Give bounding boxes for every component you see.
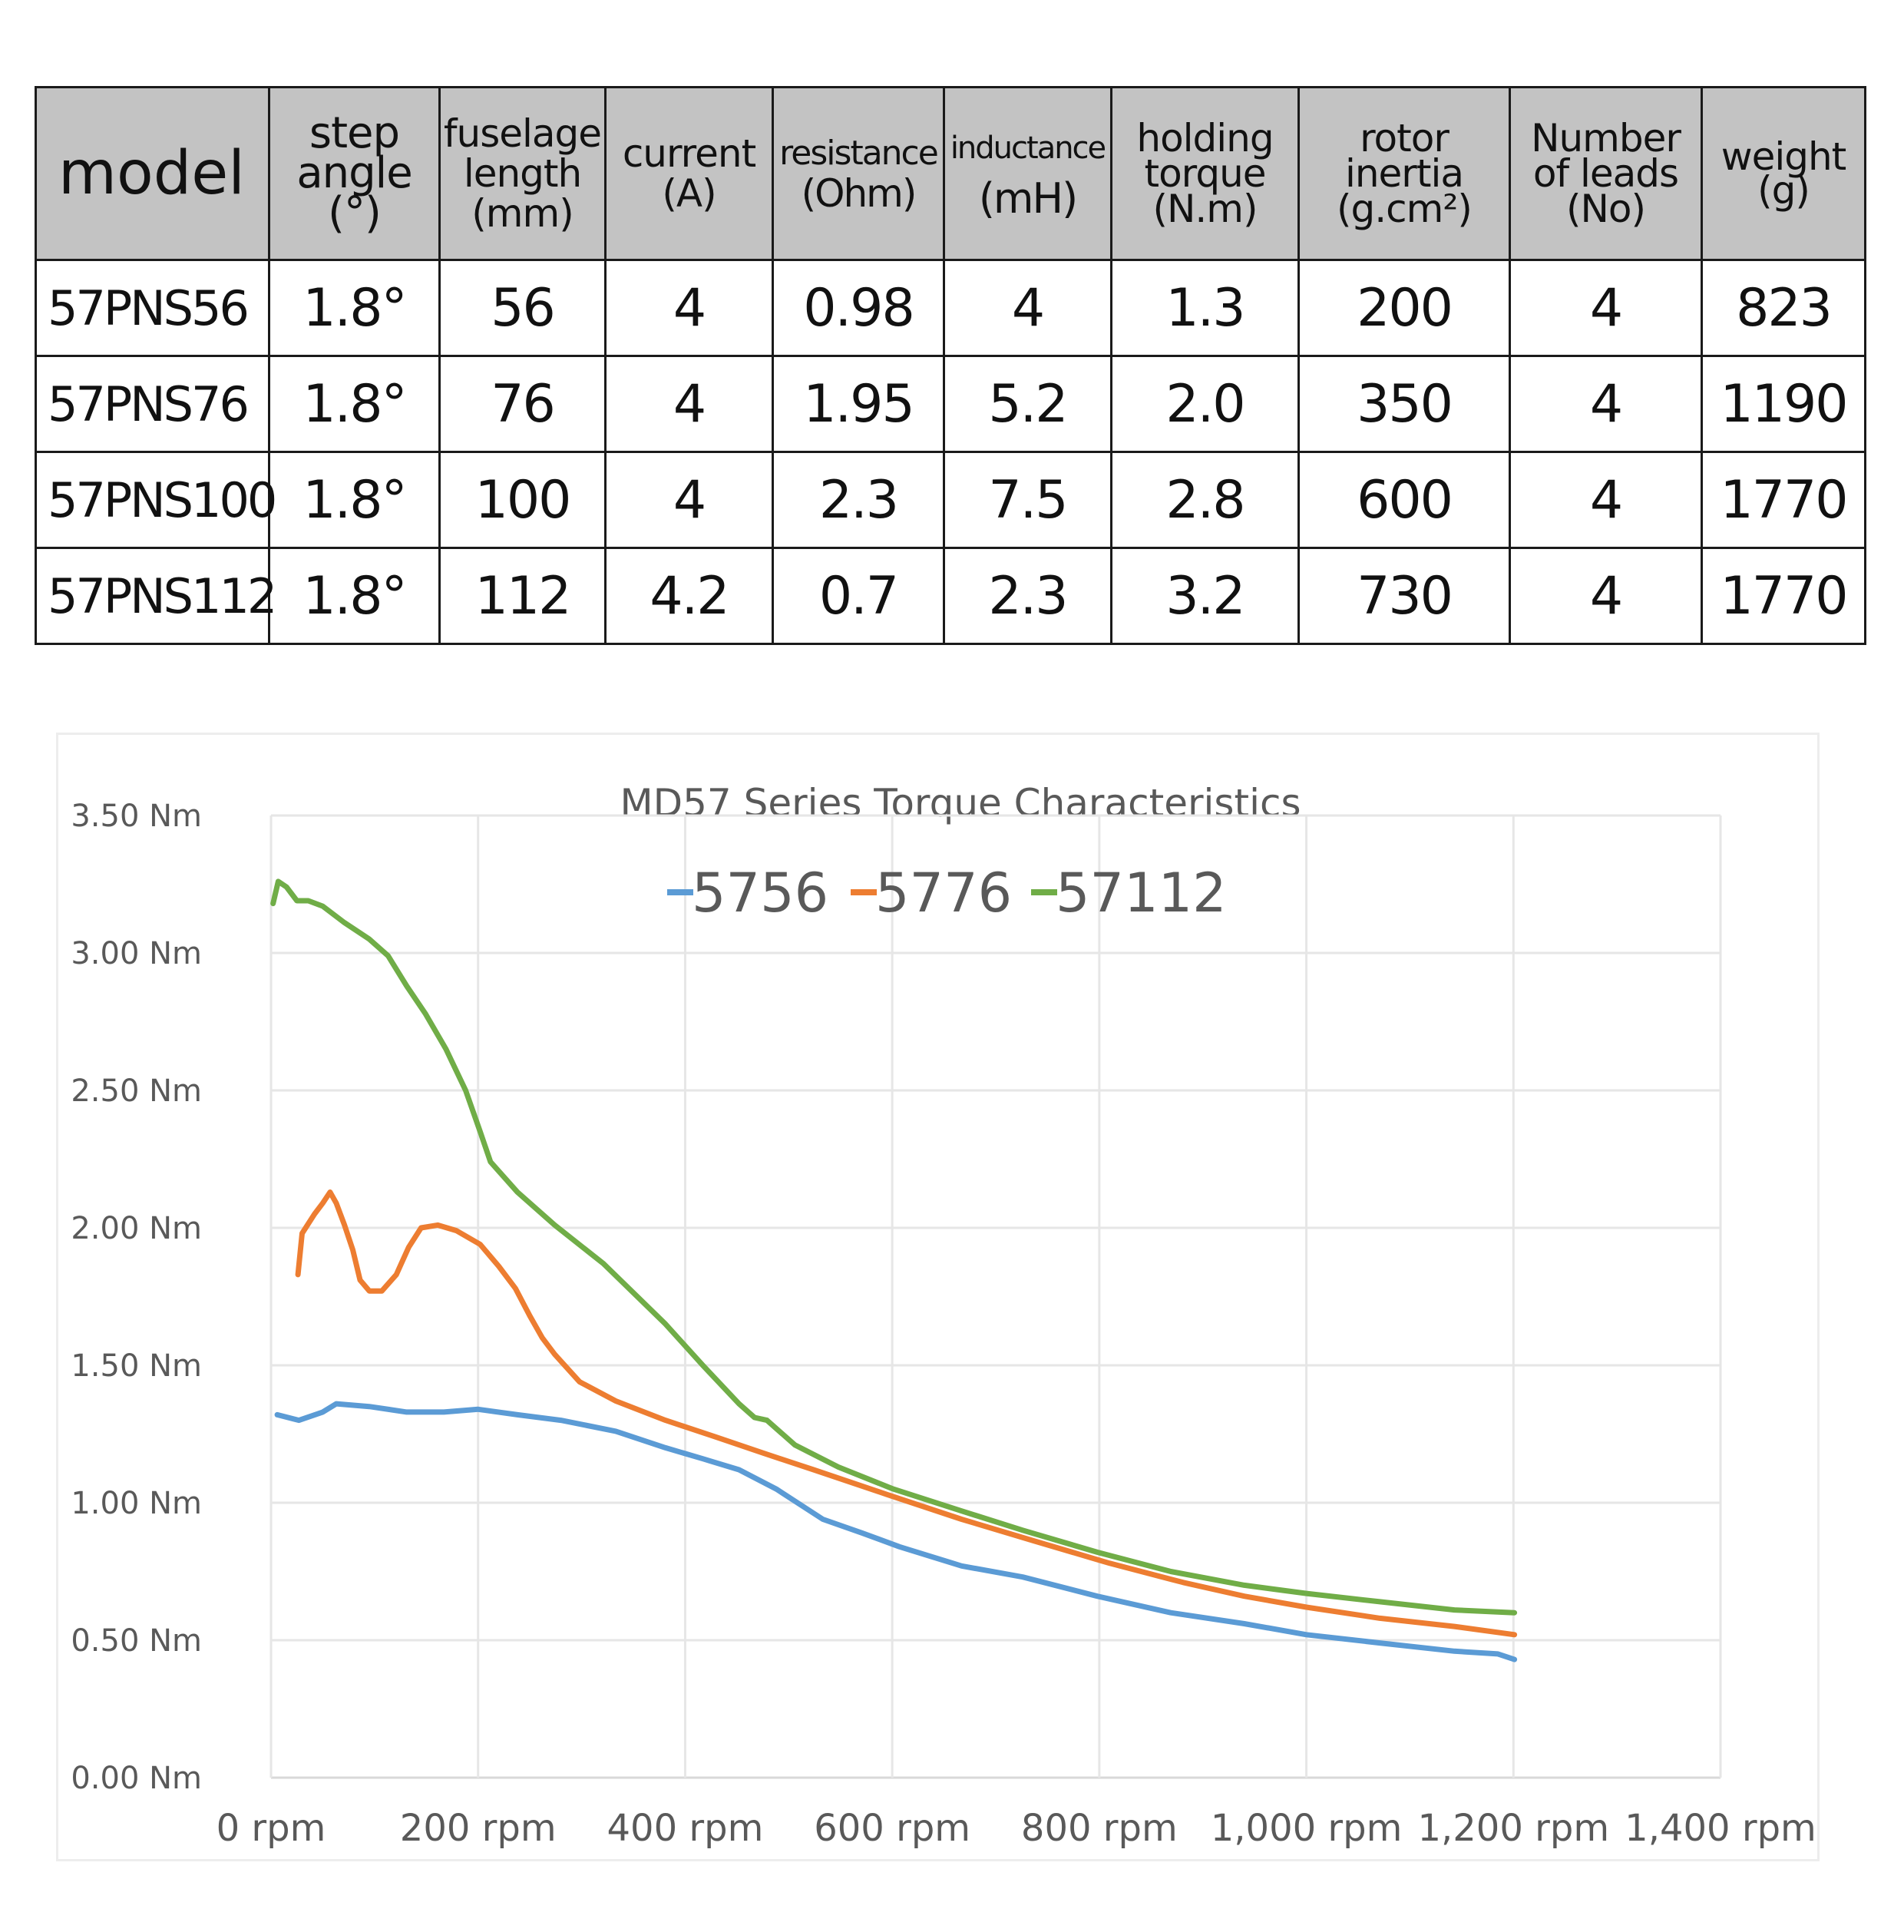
cell-resistance: 2.3 — [772, 451, 945, 549]
cell-weight: 1770 — [1701, 451, 1866, 549]
torque-chart: MD57 Series Torque Characteristics 0.00 … — [56, 733, 1820, 1861]
y-tick-label: 0.00 Nm — [71, 1761, 202, 1796]
cell-weight: 823 — [1701, 259, 1866, 357]
cell-fuselage-length: 56 — [438, 259, 607, 357]
cell-fuselage-length: 100 — [438, 451, 607, 549]
cell-current: 4.2 — [604, 547, 774, 645]
cell-model: 57PNS76 — [35, 355, 270, 453]
legend-label: 5776 — [875, 862, 1012, 925]
series-line-5776 — [295, 1189, 1518, 1638]
legend: 5756 5776 57112 — [667, 862, 1227, 925]
x-axis-ticks: 0 rpm 200 rpm 400 rpm 600 rpm 800 rpm 1,000 r… — [217, 1807, 1816, 1850]
x-tick-label: 800 rpm — [1021, 1807, 1178, 1850]
cell-number-of-leads: 4 — [1509, 547, 1703, 645]
cell-number-of-leads: 4 — [1509, 355, 1703, 453]
spec-table-body: 57PNS56 1.8° 56 4 0.98 4 1.3 200 4 823 57PNS76 1.8°… — [35, 259, 1866, 645]
spec-table: model step angle (°) fuselage length (mm… — [35, 86, 1866, 645]
x-tick-label: 1,400 rpm — [1625, 1807, 1816, 1850]
table-row: 57PNS76 1.8° 76 4 1.95 5.2 2.0 350 4 1190 — [35, 355, 1866, 453]
header-number-of-leads: Number of leads (No) — [1509, 86, 1703, 261]
y-tick-label: 1.50 Nm — [71, 1348, 202, 1384]
cell-model: 57PNS112 — [35, 547, 277, 645]
cell-inductance: 2.3 — [943, 547, 1112, 645]
header-weight: weight (g) — [1701, 86, 1866, 261]
table-row: 57PNS100 1.8° 100 4 2.3 7.5 2.8 600 4 1770 — [35, 451, 1866, 549]
cell-rotor-inertia: 350 — [1297, 355, 1511, 453]
table-row: 57PNS112 1.8° 112 4.2 0.7 2.3 3.2 730 4 1770 — [35, 547, 1866, 645]
cell-weight: 1190 — [1701, 355, 1866, 453]
y-tick-label: 2.50 Nm — [71, 1074, 202, 1109]
cell-rotor-inertia: 600 — [1297, 451, 1511, 549]
x-tick-label: 0 rpm — [217, 1807, 326, 1850]
header-resistance: resistance (Ohm) — [772, 86, 945, 261]
y-axis-ticks: 0.00 Nm 0.50 Nm 1.00 Nm 1.50 Nm 2.00 Nm 2.50 … — [71, 799, 202, 1796]
y-tick-label: 1.00 Nm — [71, 1486, 202, 1521]
cell-step-angle: 1.8° — [268, 355, 441, 453]
header-model: model — [35, 86, 270, 261]
cell-inductance: 4 — [943, 259, 1112, 357]
cell-model: 57PNS100 — [35, 451, 277, 549]
legend-item-5756: 5756 — [667, 862, 828, 925]
cell-holding-torque: 2.0 — [1110, 355, 1300, 453]
cell-step-angle: 1.8° — [268, 259, 441, 357]
cell-current: 4 — [604, 259, 774, 357]
cell-inductance: 5.2 — [943, 355, 1112, 453]
chart-title: MD57 Series Torque Characteristics — [620, 781, 1301, 825]
cell-rotor-inertia: 200 — [1297, 259, 1511, 357]
cell-current: 4 — [604, 355, 774, 453]
legend-label: 57112 — [1056, 862, 1227, 925]
header-fuselage-length: fuselage length (mm) — [438, 86, 607, 261]
cell-fuselage-length: 76 — [438, 355, 607, 453]
torque-chart-svg: MD57 Series Torque Characteristics 0.00 … — [71, 781, 1816, 1850]
cell-model: 57PNS56 — [35, 259, 270, 357]
cell-holding-torque: 1.3 — [1110, 259, 1300, 357]
y-tick-label: 0.50 Nm — [71, 1623, 202, 1659]
cell-number-of-leads: 4 — [1509, 451, 1703, 549]
table-header-row: model step angle (°) fuselage length (mm… — [35, 86, 1866, 261]
header-inductance: inductance (mH) — [943, 86, 1112, 261]
series-lines — [270, 878, 1518, 1662]
cell-holding-torque: 3.2 — [1110, 547, 1300, 645]
series-line-5756 — [274, 1401, 1518, 1662]
cell-inductance: 7.5 — [943, 451, 1112, 549]
cell-current: 4 — [604, 451, 774, 549]
x-tick-label: 200 rpm — [400, 1807, 557, 1850]
x-tick-label: 1,000 rpm — [1211, 1807, 1403, 1850]
cell-resistance: 0.7 — [772, 547, 945, 645]
header-holding-torque: holding torque (N.m) — [1110, 86, 1300, 261]
x-tick-label: 400 rpm — [607, 1807, 764, 1850]
table-row: 57PNS56 1.8° 56 4 0.98 4 1.3 200 4 823 — [35, 259, 1866, 357]
legend-label: 5756 — [692, 862, 828, 925]
cell-resistance: 0.98 — [772, 259, 945, 357]
x-tick-label: 600 rpm — [814, 1807, 970, 1850]
cell-resistance: 1.95 — [772, 355, 945, 453]
cell-number-of-leads: 4 — [1509, 259, 1703, 357]
header-step-angle: step angle (°) — [268, 86, 441, 261]
cell-rotor-inertia: 730 — [1297, 547, 1511, 645]
y-tick-label: 3.50 Nm — [71, 799, 202, 834]
header-rotor-inertia: rotor inertia (g.cm²) — [1297, 86, 1511, 261]
header-current: current (A) — [604, 86, 774, 261]
cell-step-angle: 1.8° — [268, 451, 441, 549]
cell-step-angle: 1.8° — [268, 547, 441, 645]
cell-fuselage-length: 112 — [438, 547, 607, 645]
legend-item-57112: 57112 — [1031, 862, 1227, 925]
y-tick-label: 2.00 Nm — [71, 1211, 202, 1246]
cell-weight: 1770 — [1701, 547, 1866, 645]
x-tick-label: 1,200 rpm — [1417, 1807, 1609, 1850]
cell-holding-torque: 2.8 — [1110, 451, 1300, 549]
y-tick-label: 3.00 Nm — [71, 936, 202, 971]
gridlines — [269, 814, 1722, 1779]
legend-item-5776: 5776 — [851, 862, 1012, 925]
